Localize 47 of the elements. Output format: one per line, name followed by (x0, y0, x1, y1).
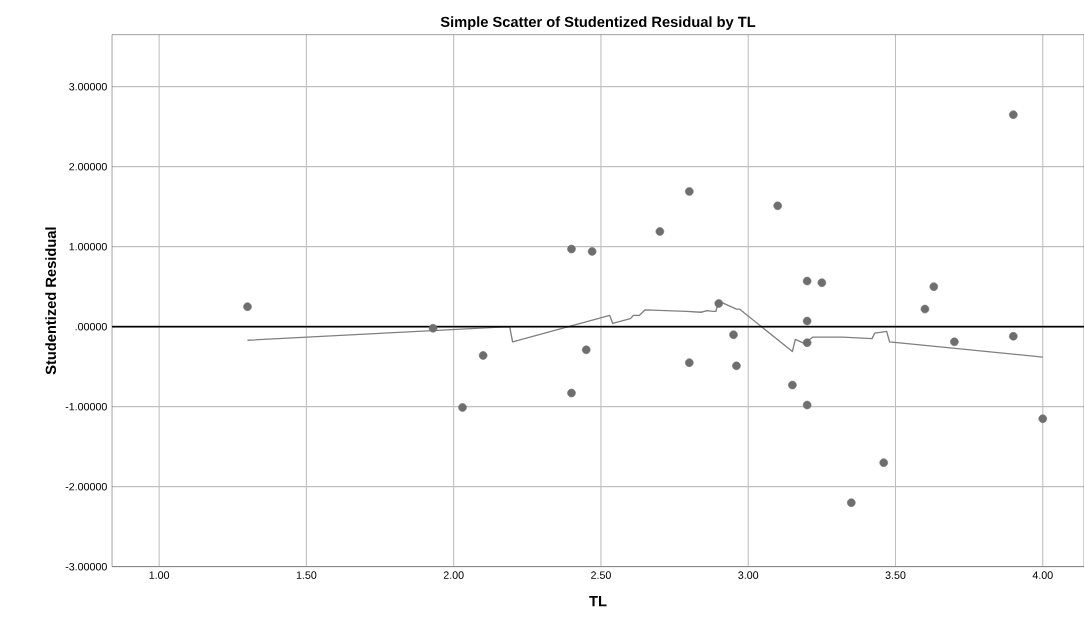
chart-title: Simple Scatter of Studentized Residual by TL (440, 16, 756, 30)
point (732, 361, 741, 371)
point (817, 278, 827, 287)
point (879, 458, 888, 467)
point (587, 247, 597, 256)
point (243, 302, 252, 311)
x-axis-title: TL (589, 596, 607, 607)
point (1009, 331, 1018, 341)
x-tick-label: 3.00 (738, 571, 759, 579)
point (685, 187, 694, 196)
x-tick-label: 2.50 (591, 571, 611, 579)
point (458, 403, 467, 412)
point (567, 388, 576, 398)
point (788, 380, 797, 390)
point (1038, 414, 1048, 423)
x-tick-label: 2.00 (443, 571, 464, 579)
point (1009, 110, 1018, 119)
point (847, 498, 856, 507)
point (802, 276, 812, 286)
y-tick-label: -1.00000 (65, 402, 107, 411)
y-tick-label: .00000 (75, 322, 107, 331)
point (773, 201, 782, 211)
line-series (246, 300, 1044, 358)
point (655, 227, 665, 236)
point (714, 299, 724, 308)
y-tick-label: 2.00000 (69, 162, 107, 171)
point (920, 304, 930, 314)
point (685, 358, 694, 367)
point (729, 330, 738, 339)
y-tick-label: -2.00000 (65, 482, 107, 491)
x-tick-label: 3.50 (885, 571, 906, 579)
point (581, 345, 591, 355)
point (950, 337, 959, 347)
y-tick-label: -3.00000 (65, 562, 107, 571)
x-tick-label: 4.00 (1032, 571, 1053, 579)
point (802, 316, 812, 326)
y-tick-label: 1.00000 (69, 242, 107, 251)
point (802, 400, 812, 410)
point (478, 351, 488, 360)
point (567, 244, 576, 254)
point (929, 282, 939, 291)
x-tick-label: 1.50 (296, 571, 317, 579)
x-tick-label: 1.00 (149, 571, 170, 579)
y-axis-title: Studentized Residual (45, 227, 57, 375)
y-tick-label: 3.00000 (69, 82, 107, 91)
point (802, 338, 812, 347)
point (428, 323, 438, 333)
